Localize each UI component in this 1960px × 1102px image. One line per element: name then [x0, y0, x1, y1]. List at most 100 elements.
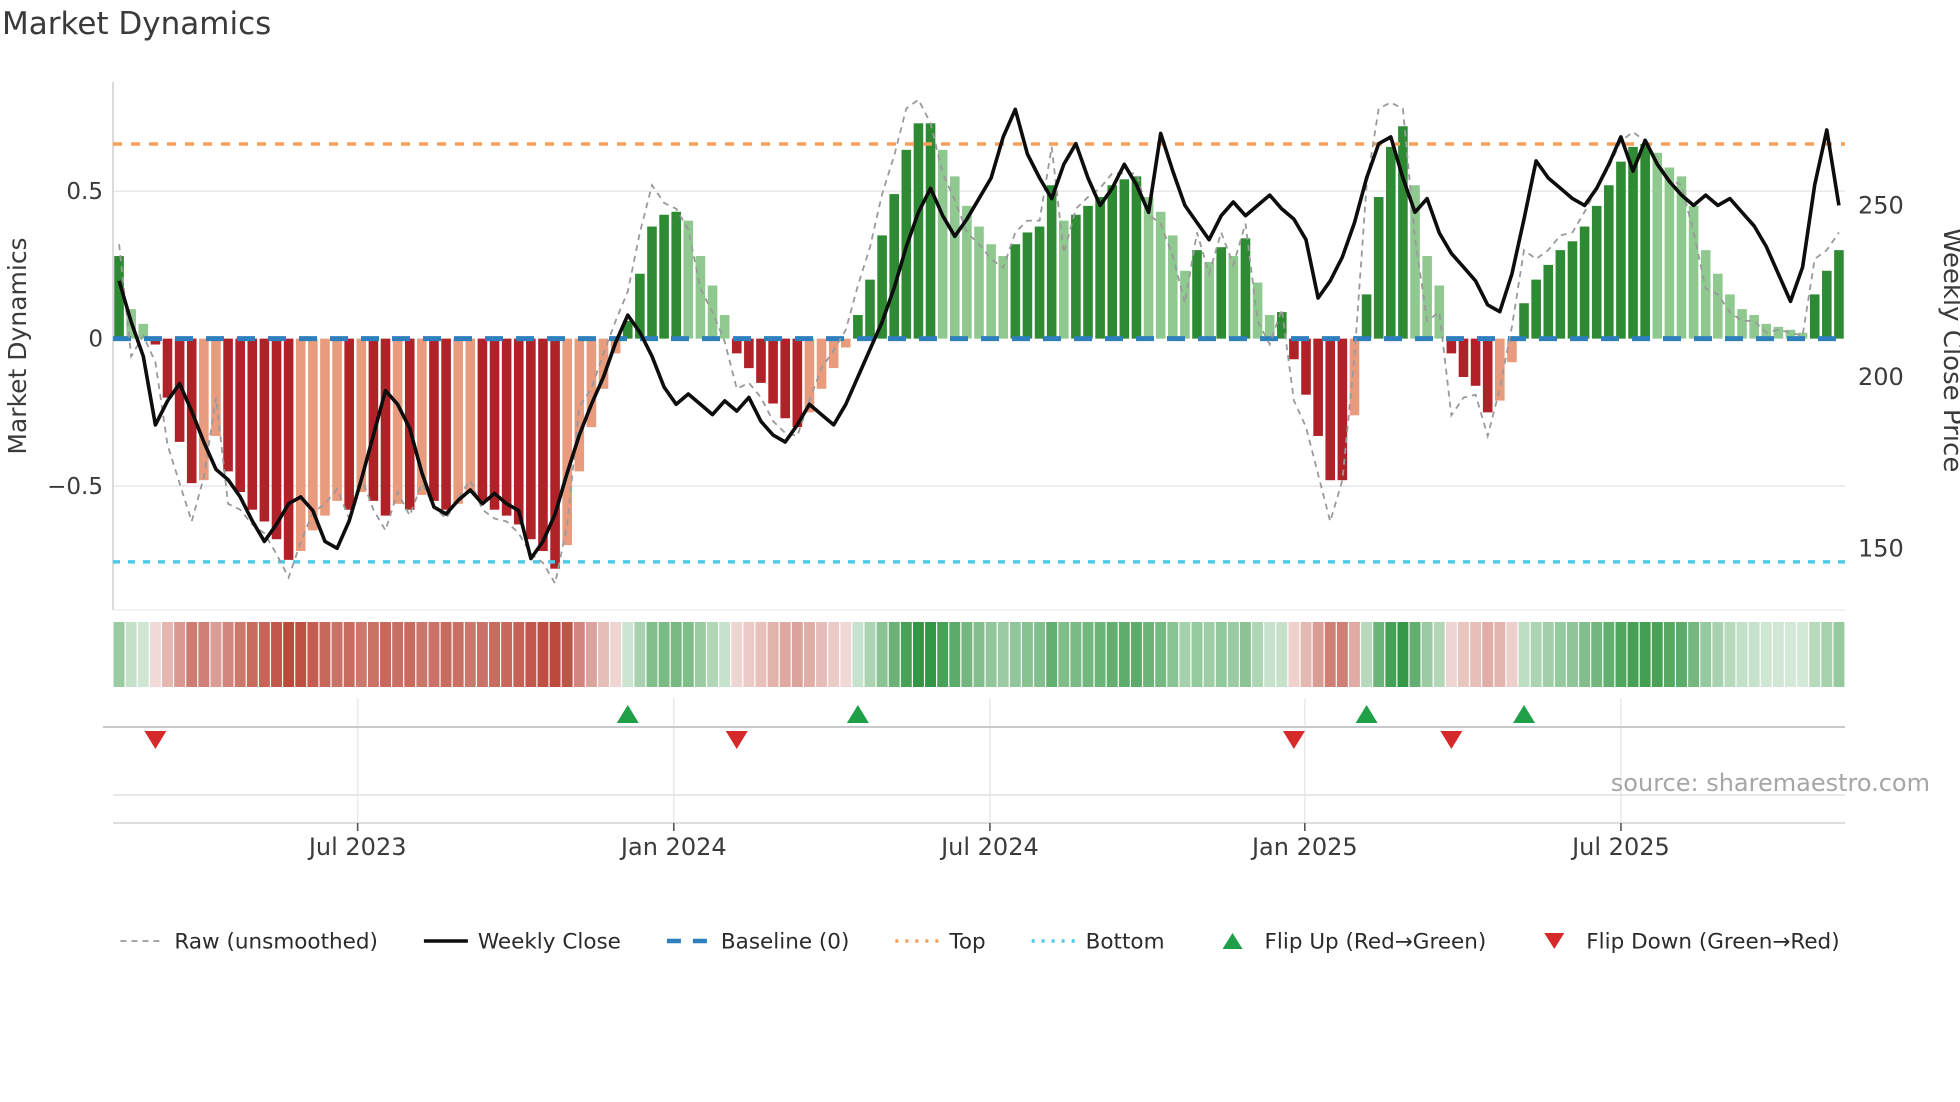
osc-bar — [150, 338, 161, 345]
osc-bar — [683, 220, 694, 339]
osc-bar — [1276, 312, 1287, 339]
heat-cell — [1567, 622, 1578, 687]
heat-cell — [1336, 622, 1348, 687]
heat-cell — [404, 622, 416, 687]
osc-bar — [162, 338, 173, 398]
osc-bar — [1361, 294, 1372, 339]
heat-cell — [1167, 622, 1179, 687]
heat-cell — [1518, 622, 1530, 687]
legend-item-label: Weekly Close — [478, 929, 621, 954]
raw-line-path — [118, 98, 1840, 586]
heat-cell — [1445, 622, 1457, 687]
heat-cell — [1082, 622, 1094, 687]
heat-cell — [1688, 622, 1700, 687]
heat-cell — [1361, 622, 1373, 687]
osc-bar — [1107, 185, 1118, 339]
heat-cell — [137, 622, 149, 687]
weekly-close-line — [117, 107, 1841, 561]
osc-bar — [1240, 238, 1251, 339]
osc-bar — [1071, 214, 1081, 339]
x-tick-label: Jan 2025 — [1250, 833, 1358, 861]
osc-bar — [1046, 185, 1057, 339]
osc-bar — [429, 338, 439, 501]
osc-bar — [671, 211, 682, 339]
heat-cell — [307, 622, 319, 687]
flip-up-marker — [616, 705, 639, 723]
heat-cell — [670, 622, 682, 687]
osc-bar — [380, 338, 391, 516]
legend-item-label: Raw (unsmoothed) — [174, 929, 377, 954]
legend-item-label: Bottom — [1086, 929, 1165, 954]
osc-bar — [889, 194, 900, 339]
osc-bar — [247, 338, 258, 510]
osc-bar — [986, 244, 996, 339]
heat-cell — [222, 622, 234, 687]
heat-cell — [1627, 622, 1639, 687]
heat-cell — [283, 622, 295, 687]
osc-bar — [1349, 338, 1360, 416]
osc-bar — [744, 338, 754, 369]
heat-cell — [864, 622, 876, 687]
osc-bar — [1058, 220, 1069, 339]
heat-cell — [1458, 622, 1469, 687]
heat-strip — [113, 622, 1845, 687]
osc-bar — [1676, 176, 1687, 339]
heat-cell — [355, 622, 367, 687]
heat-cell — [1227, 622, 1239, 687]
osc-bar — [998, 256, 1009, 339]
heat-cell — [1155, 622, 1167, 687]
heat-cell — [876, 622, 888, 687]
flip-up-marker — [846, 705, 869, 723]
osc-bar — [828, 338, 839, 369]
legend: Raw (unsmoothed) Weekly Close Baseline (0)… — [120, 929, 1840, 954]
heat-cell — [961, 622, 973, 687]
heat-cell — [1833, 622, 1845, 687]
heat-cell — [598, 622, 609, 687]
osc-bar — [1555, 250, 1566, 339]
osc-bar — [635, 273, 645, 339]
heat-cell — [1143, 622, 1155, 687]
heat-cell — [367, 622, 379, 687]
heat-cell — [925, 622, 937, 687]
heat-cell — [573, 622, 585, 687]
osc-bar — [271, 338, 282, 540]
osc-bar — [320, 338, 330, 516]
source-text: source: sharemaestro.com — [1611, 769, 1930, 797]
heat-cell — [1797, 622, 1809, 687]
heat-cell — [513, 622, 525, 687]
heat-cell — [1421, 622, 1433, 687]
osc-bar — [1422, 256, 1432, 339]
osc-bar — [1797, 332, 1808, 339]
heat-cell — [428, 622, 440, 687]
osc-bar — [792, 338, 803, 428]
heat-cell — [549, 622, 561, 687]
flip-markers — [103, 705, 1845, 749]
legend-item: Baseline (0) — [666, 929, 849, 954]
heat-cell — [1433, 622, 1445, 687]
osc-bar — [1301, 338, 1311, 395]
osc-bar — [925, 123, 936, 339]
osc-bar — [1579, 226, 1590, 339]
osc-bar — [1180, 270, 1190, 339]
osc-bar — [1652, 152, 1663, 339]
left-axis-title: Market Dynamics — [3, 237, 32, 454]
osc-bar — [332, 338, 342, 501]
heat-cell — [1724, 622, 1736, 687]
axes: 0.5 0 −0.5 250 200 150 Jul 2023 Jan 2024 Jul 202… — [47, 179, 1904, 861]
osc-bar — [1616, 161, 1626, 339]
heat-cell — [1591, 622, 1603, 687]
heat-cell — [1821, 622, 1833, 687]
osc-bar — [1749, 315, 1759, 339]
osc-bar — [877, 235, 887, 339]
legend-triangle-up-icon — [1222, 933, 1243, 949]
osc-bar — [562, 338, 572, 546]
legend-item: Raw (unsmoothed) — [120, 929, 378, 954]
osc-bar — [550, 338, 560, 569]
heat-cell — [1651, 622, 1663, 687]
heat-cell — [1130, 622, 1142, 687]
heat-cell — [1203, 622, 1215, 687]
legend-item: Flip Down (Green→Red) — [1544, 929, 1840, 954]
heat-cell — [985, 622, 997, 687]
heat-cell — [537, 622, 549, 687]
